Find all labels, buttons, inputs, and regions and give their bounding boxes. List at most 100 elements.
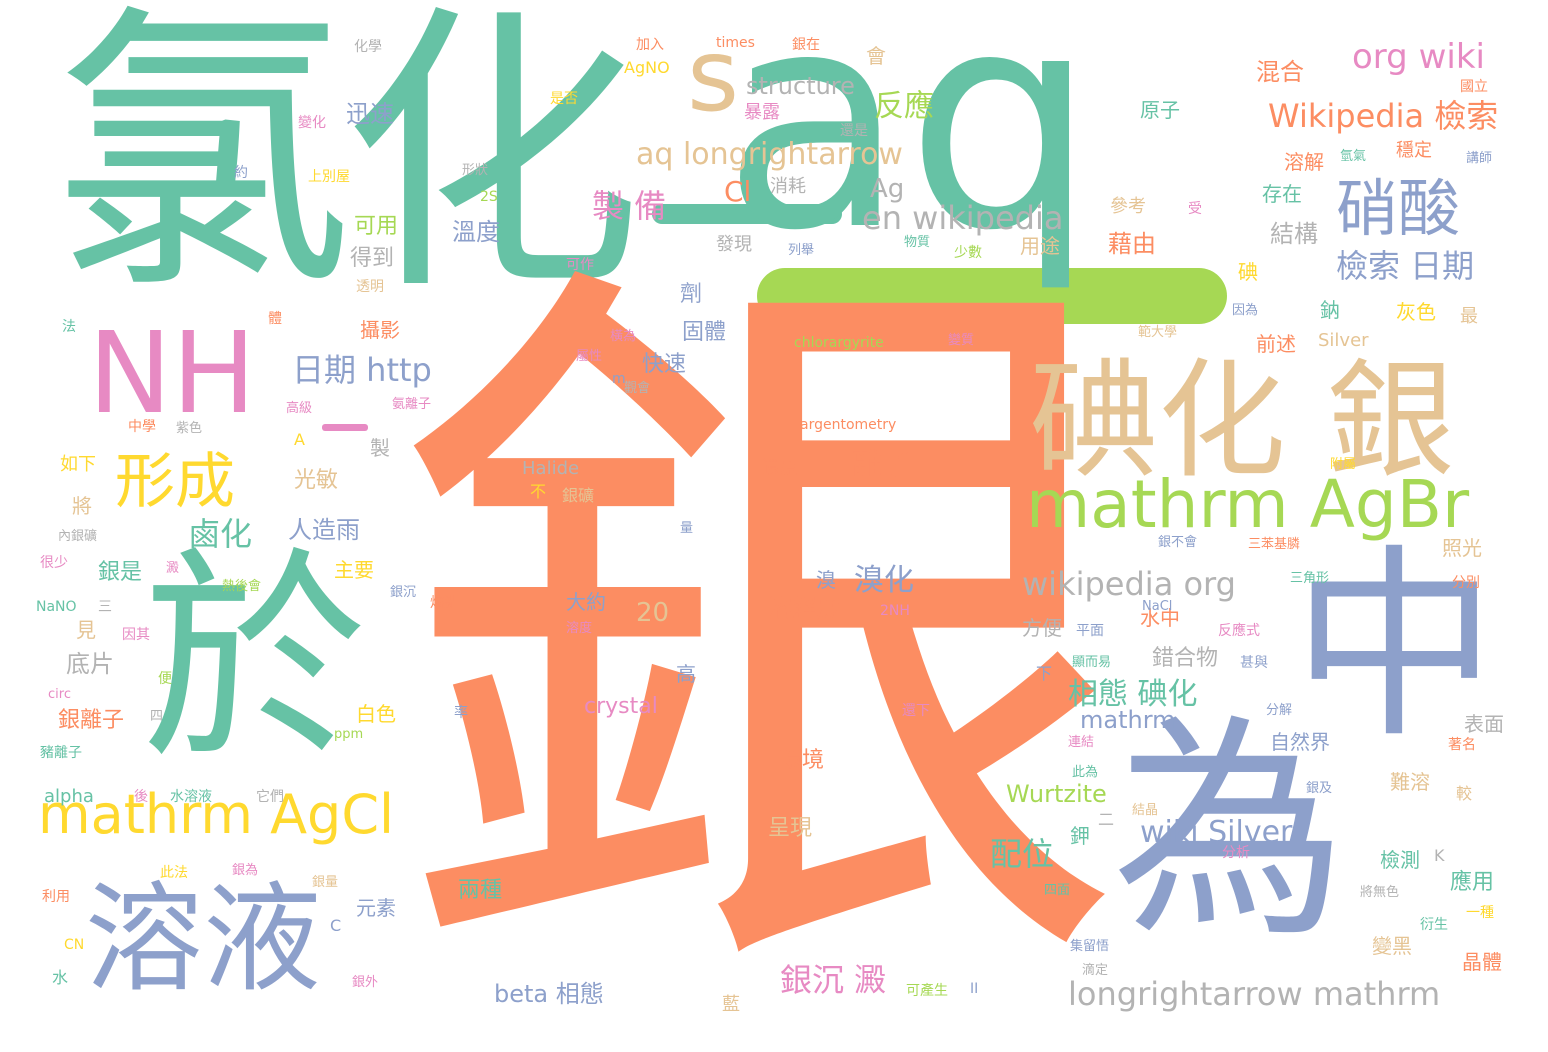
word-tiny: 連結 xyxy=(1068,735,1095,750)
word-medium-26: 溶解度 xyxy=(768,594,840,622)
word-small: 將 xyxy=(72,494,92,518)
word-tiny: 銀沉 xyxy=(390,585,417,600)
word-medium-16: Cl xyxy=(724,175,752,208)
word-big-9: s xyxy=(687,17,740,134)
word-tiny: 屬性 xyxy=(576,349,603,364)
word-small: 最 xyxy=(1460,306,1478,327)
word-medium-25: beta 相態 xyxy=(494,980,604,1008)
word-medium-4: 硝酸 xyxy=(1336,172,1461,245)
word-small: 碘 xyxy=(1238,260,1258,284)
word-medium-9: wikipedia org xyxy=(1022,565,1236,603)
word-medium-6: Wikipedia 檢索 xyxy=(1268,97,1499,135)
word-small: 灰色 xyxy=(1396,300,1436,324)
word-small: 溫度 xyxy=(452,218,500,246)
word-small: 原子 xyxy=(1140,98,1180,122)
word-small: 溴 xyxy=(816,568,836,592)
word-tiny: 講師 xyxy=(1466,151,1493,166)
word-small: 製 xyxy=(370,436,390,460)
word-tiny: 穩定 xyxy=(1396,140,1432,161)
word-small: 鉀 xyxy=(1070,824,1090,848)
word-tiny: 一種 xyxy=(1466,905,1494,921)
word-small: A xyxy=(294,430,305,449)
word-medium-23: 配位 xyxy=(990,835,1055,873)
word-small: 發現 xyxy=(716,234,752,255)
word-tiny: 法 xyxy=(62,319,76,335)
word-big-5: 為 xyxy=(1112,696,1347,969)
word-small: 光敏 xyxy=(294,468,339,493)
word-tiny: 觀會 xyxy=(624,381,651,396)
bar-mark-teal xyxy=(652,204,842,224)
word-medium-1: mathrm AgBr xyxy=(1026,466,1470,543)
word-tiny: 銀在 xyxy=(792,37,820,53)
word-tiny: 量 xyxy=(680,521,694,536)
word-small: K xyxy=(1434,846,1445,865)
word-big-3: 銀 xyxy=(390,204,1130,1052)
word-tiny: 集留悟 xyxy=(1070,939,1110,954)
word-tiny: 少數 xyxy=(954,245,982,261)
word-tiny: 列舉 xyxy=(788,243,815,258)
word-small: 主要 xyxy=(334,558,374,582)
word-small: 劑 xyxy=(680,282,703,307)
word-small: 參考 xyxy=(1110,196,1146,217)
word-tiny: 水 xyxy=(52,968,69,987)
word-tiny: 率 xyxy=(454,705,468,721)
word-tiny: 便 xyxy=(158,671,172,687)
word-tiny: 銀礦 xyxy=(562,486,595,505)
word-small: 難溶 xyxy=(1390,770,1430,794)
word-big-6: 於 xyxy=(142,529,367,791)
word-small: Halide xyxy=(522,458,580,479)
word-tiny: 三 xyxy=(98,599,112,615)
word-tiny: 水溶液 xyxy=(170,789,212,805)
word-tiny: 變化 xyxy=(298,115,326,131)
word-small: 存在 xyxy=(1262,182,1302,206)
word-tiny: 銀外 xyxy=(352,975,379,990)
word-small: 可用 xyxy=(354,214,399,239)
word-tiny: 結晶 xyxy=(1132,803,1159,818)
word-tiny: 可作 xyxy=(566,257,594,273)
word-tiny: 分析 xyxy=(1222,845,1250,861)
word-tiny: 是否 xyxy=(550,91,578,107)
word-medium-20: 離子 xyxy=(852,447,912,482)
word-tiny: 約 xyxy=(234,165,248,181)
word-tiny: 二 xyxy=(1098,810,1115,829)
word-tiny: ppm xyxy=(334,727,364,742)
word-small: 環境 xyxy=(780,748,825,773)
word-small: 如下 xyxy=(60,454,96,475)
word-small: 混合 xyxy=(1256,58,1304,86)
word-medium-21: 相態 碘化 xyxy=(1068,677,1198,712)
word-tiny: C xyxy=(330,916,342,935)
word-tiny: NaCl xyxy=(1142,599,1173,614)
word-medium-12: 日期 http xyxy=(292,351,432,389)
word-tiny: CN xyxy=(64,937,85,953)
word-tiny: 將無色 xyxy=(1360,885,1400,900)
word-tiny: 加入 xyxy=(636,37,664,53)
word-tiny: 藍 xyxy=(722,994,740,1015)
word-tiny: 透明 xyxy=(356,279,384,295)
word-medium-8: en wikipedia xyxy=(862,199,1064,237)
word-tiny: 形狀 xyxy=(462,163,489,178)
word-tiny: 反應式 xyxy=(1218,623,1260,639)
word-tiny: 豬離子 xyxy=(40,745,82,761)
word-tiny: NaNO xyxy=(36,599,77,615)
word-small: 銀離子 xyxy=(58,708,125,733)
word-tiny: 變質 xyxy=(948,333,975,348)
word-small: 表面 xyxy=(1464,712,1504,736)
word-tiny: m xyxy=(612,371,626,387)
word-small: 底片 xyxy=(66,650,114,678)
word-small: 迅速 xyxy=(346,100,394,128)
word-big-7: 溶液 xyxy=(85,870,322,1008)
word-tiny: argentometry xyxy=(800,417,897,433)
word-tiny: 熱後會 xyxy=(222,579,262,594)
word-tiny: 上別屋 xyxy=(308,169,350,185)
word-tiny: 可產生 xyxy=(906,983,948,999)
word-tiny: 因其 xyxy=(122,627,150,643)
word-small: 藉由 xyxy=(1108,230,1156,258)
word-big-10: 碘化 銀 xyxy=(1030,347,1455,496)
word-tiny: 高級 xyxy=(286,401,313,416)
word-medium-30: 20 xyxy=(636,598,670,628)
word-small: 固體 xyxy=(682,320,727,345)
word-medium-15: structure xyxy=(746,72,855,100)
word-small: 前述 xyxy=(1256,332,1296,356)
word-tiny: 不 xyxy=(530,482,547,501)
